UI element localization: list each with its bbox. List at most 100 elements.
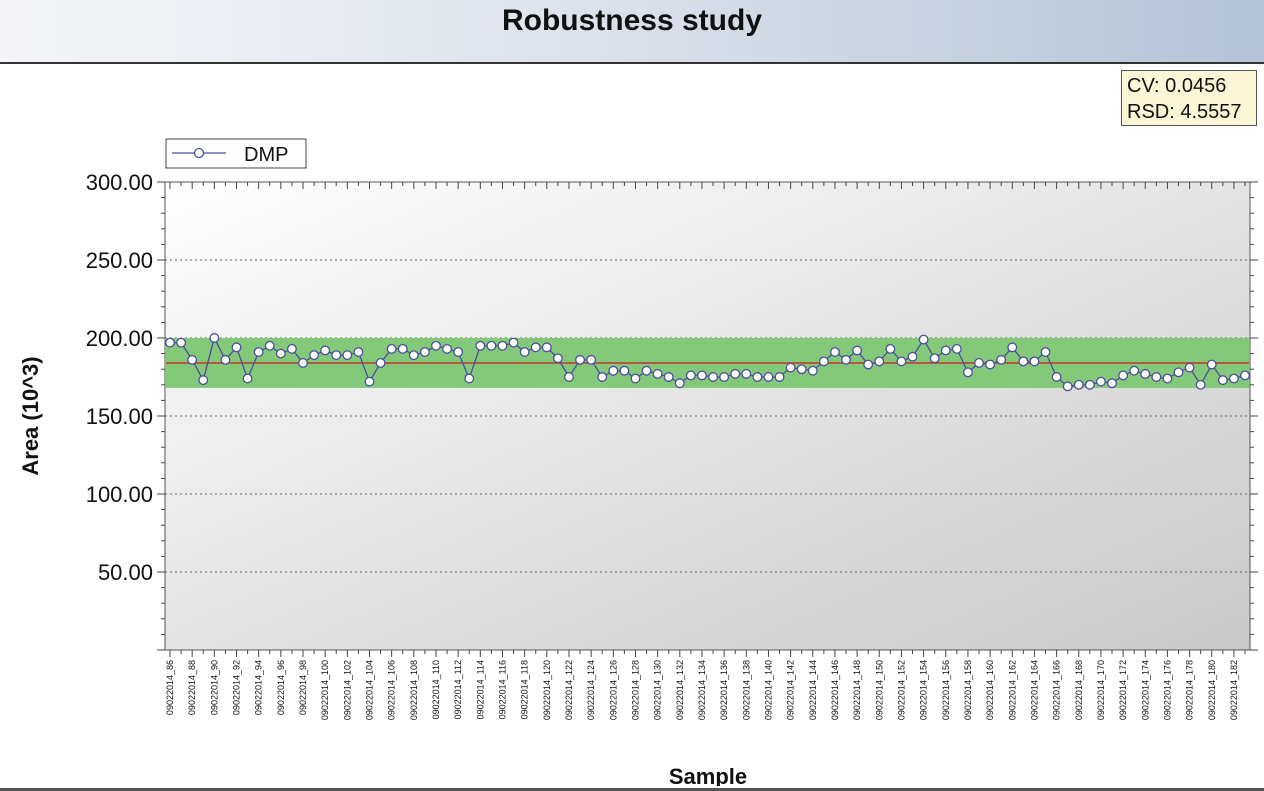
x-tick-label: 09022014_172 (1118, 660, 1128, 720)
x-tick-label: 09022014_102 (342, 660, 352, 720)
data-point (165, 337, 175, 348)
data-point (586, 354, 597, 365)
x-tick-label: 09022014_142 (786, 660, 796, 720)
data-point (431, 340, 441, 351)
data-point (1062, 381, 1073, 392)
data-point (541, 342, 552, 353)
chart-title: Robustness study (501, 4, 763, 37)
legend-box (165, 138, 307, 169)
x-tick-label: 09022014_98 (298, 660, 308, 715)
x-tick-label: 09022014_112 (453, 660, 463, 719)
data-point (552, 353, 563, 364)
data-point (652, 368, 663, 379)
data-point (885, 343, 896, 354)
x-tick-label: 09022014_104 (364, 660, 374, 720)
data-point (342, 350, 353, 361)
data-point (597, 372, 608, 382)
data-point (996, 354, 1007, 365)
data-point (630, 373, 641, 384)
series-points-dmp (165, 333, 1250, 392)
data-point (331, 350, 342, 361)
data-point (375, 358, 386, 368)
x-tick-label: 09022014_164 (1029, 660, 1039, 720)
data-point (796, 364, 807, 375)
x-tick-label: 09022014_136 (719, 660, 729, 720)
data-point (774, 372, 785, 382)
data-point (1029, 356, 1040, 367)
x-tick-label: 09022014_174 (1140, 660, 1150, 720)
x-tick-label: 09022014_156 (941, 660, 951, 720)
y-tick-label: 100.00 (86, 482, 153, 507)
x-tick-label: 09022014_154 (919, 660, 929, 720)
x-tick-label: 09022014_128 (630, 660, 640, 720)
x-tick-label: 09022014_180 (1207, 660, 1217, 720)
data-point (818, 356, 829, 367)
cv-value: CV: 0.0456 (1127, 75, 1227, 97)
data-point (1173, 367, 1184, 378)
data-point (364, 376, 375, 387)
data-point (1162, 373, 1173, 384)
x-tick-labels: 09022014_86 09022014_88 09022014_90 0902201… (165, 660, 1239, 720)
data-point (442, 343, 453, 354)
data-point (408, 350, 419, 361)
x-tick-label: 09022014_100 (320, 660, 330, 720)
x-tick-label: 09022014_120 (542, 660, 552, 720)
bottom-border (0, 788, 1264, 791)
data-point (1051, 372, 1062, 382)
x-tick-label: 09022014_166 (1052, 660, 1062, 720)
data-point (242, 373, 253, 384)
data-point (1240, 370, 1250, 381)
data-point (1118, 370, 1129, 381)
y-tick-label: 50.00 (98, 560, 153, 585)
data-point (708, 372, 718, 382)
data-point (198, 375, 209, 386)
legend-marker (193, 147, 205, 159)
data-point (1140, 368, 1151, 379)
data-point (176, 337, 187, 348)
data-point (475, 340, 486, 351)
data-point (486, 340, 497, 351)
y-tick-label: 300.00 (86, 170, 153, 195)
x-tick-label: 09022014_124 (586, 660, 596, 720)
x-tick-label: 09022014_86 (165, 660, 175, 715)
data-point (519, 347, 530, 357)
data-point (951, 343, 962, 354)
data-point (663, 372, 674, 382)
data-point (752, 372, 763, 382)
data-point (785, 362, 796, 373)
y-tick-label: 150.00 (86, 404, 153, 429)
data-point (1007, 342, 1018, 353)
x-tick-label: 09022014_88 (187, 660, 197, 715)
x-tick-label: 09022014_134 (697, 660, 707, 720)
data-point (1184, 362, 1195, 373)
data-point (685, 370, 696, 381)
title-bar: Robustness study (0, 0, 1264, 64)
y-tick-label: 250.00 (86, 248, 153, 273)
x-tick-label: 09022014_130 (653, 660, 663, 720)
data-point (1217, 375, 1228, 386)
data-point (1151, 372, 1162, 382)
data-point (962, 367, 973, 378)
x-tick-label: 09022014_178 (1185, 660, 1195, 720)
rsd-value: RSD: 4.5557 (1127, 101, 1242, 123)
data-point (1018, 356, 1029, 367)
data-point (320, 345, 331, 356)
data-point (763, 372, 774, 382)
x-tick-label: 09022014_182 (1229, 660, 1239, 720)
data-point (264, 340, 275, 351)
data-point (608, 365, 619, 376)
data-point (1107, 378, 1117, 389)
data-point (741, 368, 752, 379)
plot-area (164, 181, 1251, 651)
data-point (564, 372, 574, 382)
data-point (940, 345, 951, 356)
data-point (641, 365, 652, 376)
data-point (220, 354, 231, 365)
stats-box: CV: 0.0456 RSD: 4.5557 (1121, 70, 1257, 126)
data-point (619, 365, 630, 376)
x-tick-label: 09022014_146 (830, 660, 840, 720)
data-point (497, 340, 508, 351)
data-point (719, 372, 730, 382)
data-point (530, 342, 541, 353)
data-point (730, 368, 741, 379)
